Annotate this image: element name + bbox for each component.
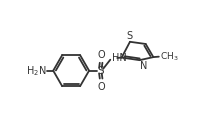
Text: O: O — [97, 50, 105, 60]
Text: HN: HN — [112, 53, 127, 63]
Text: H$_2$N: H$_2$N — [26, 64, 46, 77]
Text: O: O — [97, 82, 105, 92]
Text: S: S — [97, 66, 104, 76]
Text: $\mathregular{CH_3}$: $\mathregular{CH_3}$ — [160, 50, 179, 63]
Text: S: S — [126, 31, 132, 41]
Text: N: N — [140, 61, 148, 71]
